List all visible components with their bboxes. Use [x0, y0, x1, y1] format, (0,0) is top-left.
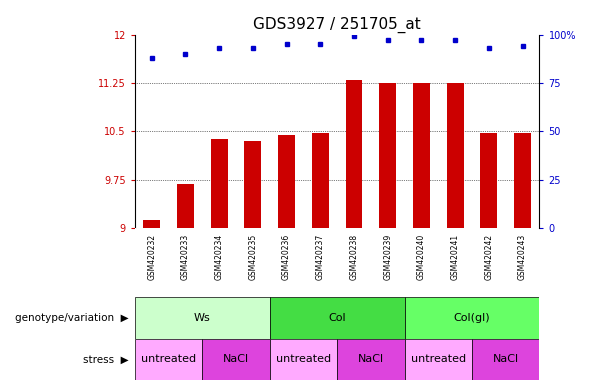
Text: untreated: untreated — [141, 354, 196, 364]
Bar — [514, 133, 531, 228]
Text: GSM420243: GSM420243 — [518, 233, 527, 280]
Text: GSM420241: GSM420241 — [451, 233, 460, 280]
Bar — [346, 80, 362, 228]
Text: NaCl: NaCl — [223, 354, 249, 364]
Text: GSM420242: GSM420242 — [484, 233, 493, 280]
Bar — [472, 339, 539, 380]
Bar — [270, 297, 405, 339]
Bar — [379, 83, 396, 228]
Bar — [405, 297, 539, 339]
Title: GDS3927 / 251705_at: GDS3927 / 251705_at — [253, 17, 421, 33]
Text: GSM420232: GSM420232 — [147, 233, 156, 280]
Bar — [211, 139, 227, 228]
Bar — [481, 133, 497, 228]
Text: GSM420236: GSM420236 — [282, 233, 291, 280]
Text: untreated: untreated — [276, 354, 331, 364]
Text: GSM420234: GSM420234 — [215, 233, 224, 280]
Text: Ws: Ws — [194, 313, 211, 323]
Bar — [135, 339, 202, 380]
Bar — [245, 141, 261, 228]
Text: GSM420240: GSM420240 — [417, 233, 426, 280]
Text: stress  ▶: stress ▶ — [83, 354, 129, 364]
Bar — [413, 83, 430, 228]
Text: Col: Col — [329, 313, 346, 323]
Text: GSM420237: GSM420237 — [316, 233, 325, 280]
Bar — [278, 134, 295, 228]
Text: GSM420239: GSM420239 — [383, 233, 392, 280]
Bar — [405, 339, 472, 380]
Bar — [312, 133, 329, 228]
Text: Col(gl): Col(gl) — [454, 313, 490, 323]
Text: genotype/variation  ▶: genotype/variation ▶ — [15, 313, 129, 323]
Bar — [202, 339, 270, 380]
Bar — [177, 184, 194, 228]
Bar — [447, 83, 463, 228]
Bar — [337, 339, 405, 380]
Text: GSM420235: GSM420235 — [248, 233, 257, 280]
Text: NaCl: NaCl — [493, 354, 519, 364]
Text: untreated: untreated — [411, 354, 466, 364]
Bar — [135, 297, 270, 339]
Text: GSM420233: GSM420233 — [181, 233, 190, 280]
Text: GSM420238: GSM420238 — [349, 233, 359, 280]
Text: NaCl: NaCl — [358, 354, 384, 364]
Bar — [143, 220, 160, 228]
Bar — [270, 339, 337, 380]
